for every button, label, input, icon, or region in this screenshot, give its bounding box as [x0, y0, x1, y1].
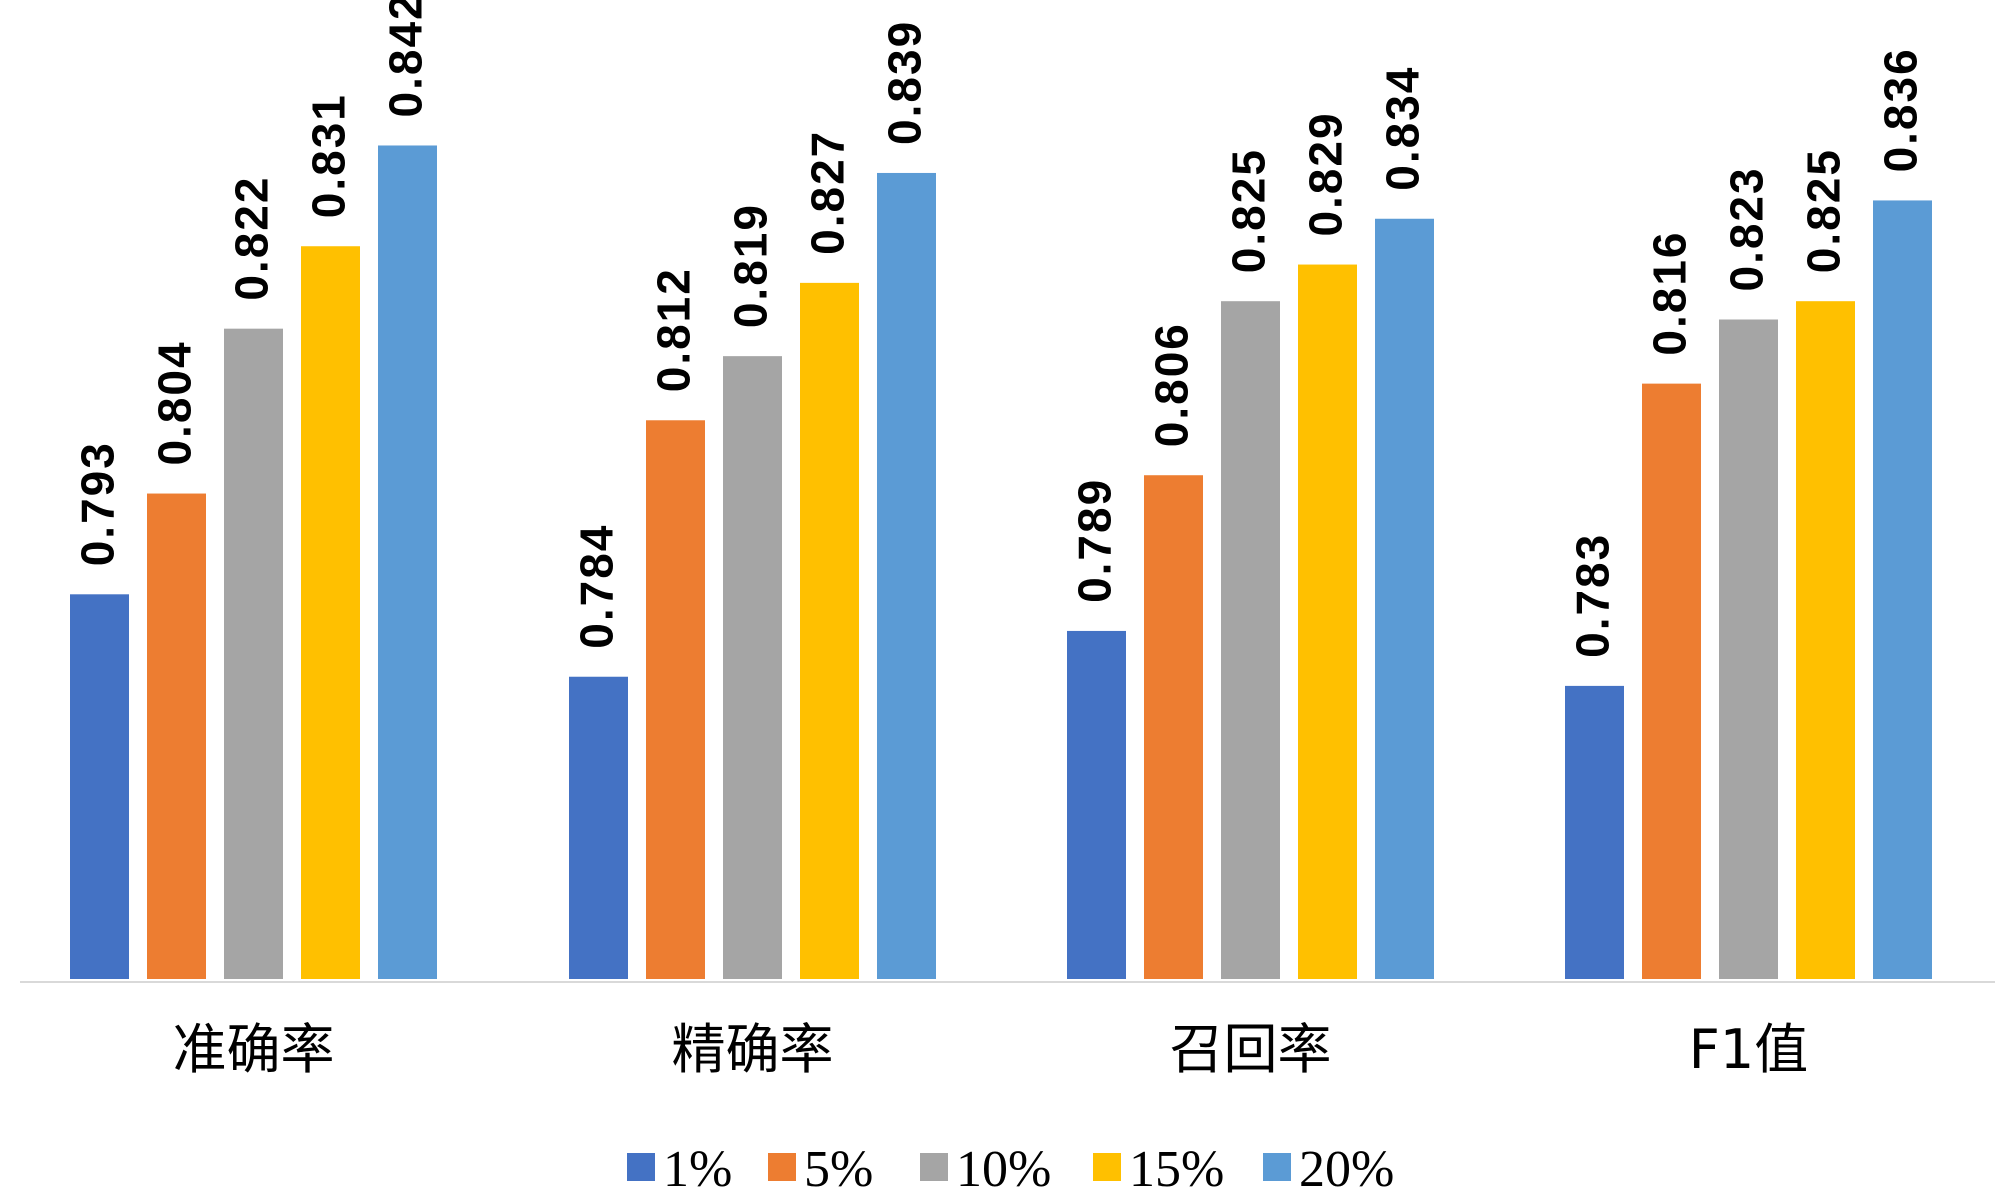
- bar-召回率-15%: [1298, 264, 1357, 979]
- bar-准确率-10%: [224, 328, 283, 979]
- value-label: 0.816: [1644, 231, 1696, 356]
- value-label: 0.819: [725, 203, 777, 328]
- legend-label: 10%: [956, 1141, 1051, 1193]
- value-label: 0.825: [1798, 148, 1850, 273]
- value-label: 0.789: [1069, 478, 1121, 603]
- value-label: 0.831: [303, 93, 355, 218]
- bar-精确率-5%: [646, 420, 705, 979]
- bar-准确率-5%: [147, 493, 206, 979]
- legend-swatch: [1263, 1153, 1291, 1181]
- legend-swatch: [920, 1153, 948, 1181]
- value-label: 0.804: [149, 340, 201, 465]
- value-label: 0.823: [1721, 166, 1773, 291]
- legend-label: 5%: [804, 1141, 873, 1193]
- category-label: 精确率: [672, 1018, 834, 1081]
- bar-召回率-10%: [1221, 301, 1280, 979]
- legend-swatch: [627, 1153, 655, 1181]
- bars-group: [70, 145, 1932, 980]
- value-label: 0.836: [1875, 47, 1927, 172]
- legend-swatch: [768, 1153, 796, 1181]
- bar-召回率-1%: [1067, 630, 1126, 979]
- value-label: 0.842: [380, 0, 432, 117]
- bar-召回率-5%: [1144, 475, 1203, 979]
- legend-swatch: [1093, 1153, 1121, 1181]
- bar-F1值-5%: [1642, 383, 1701, 979]
- bar-F1值-15%: [1796, 301, 1855, 979]
- legend-label: 20%: [1299, 1141, 1394, 1193]
- value-label: 0.827: [802, 130, 854, 255]
- bar-精确率-15%: [800, 282, 859, 980]
- bar-精确率-10%: [723, 356, 782, 979]
- value-label: 0.834: [1377, 66, 1429, 191]
- category-label: 准确率: [173, 1018, 335, 1081]
- bar-精确率-20%: [877, 172, 936, 979]
- value-label: 0.793: [72, 441, 124, 566]
- value-label: 0.812: [648, 267, 700, 392]
- value-labels-group: 0.793 0.804 0.822 0.831 0.842 0.784 0.812 0.819…: [72, 0, 1927, 658]
- value-label: 0.829: [1300, 111, 1352, 236]
- value-label: 0.783: [1567, 533, 1619, 658]
- bar-F1值-1%: [1565, 685, 1624, 979]
- bar-F1值-20%: [1873, 200, 1932, 980]
- bar-F1值-10%: [1719, 319, 1778, 980]
- legend: 1% 5% 10% 15% 20%: [627, 1141, 1394, 1193]
- bar-准确率-15%: [301, 246, 360, 980]
- legend-label: 1%: [663, 1141, 732, 1193]
- value-label: 0.839: [879, 20, 931, 145]
- value-label: 0.822: [226, 176, 278, 301]
- value-label: 0.784: [571, 524, 623, 649]
- bar-准确率-20%: [378, 145, 437, 979]
- category-label: 召回率: [1170, 1018, 1332, 1081]
- bar-精确率-1%: [569, 676, 628, 979]
- category-label: F1值: [1689, 1018, 1808, 1081]
- value-label: 0.806: [1146, 322, 1198, 447]
- legend-label: 15%: [1129, 1141, 1224, 1193]
- category-labels-group: 准确率 精确率 召回率 F1值: [173, 1018, 1809, 1081]
- bar-召回率-20%: [1375, 218, 1434, 980]
- bar-准确率-1%: [70, 594, 129, 979]
- value-label: 0.825: [1223, 148, 1275, 273]
